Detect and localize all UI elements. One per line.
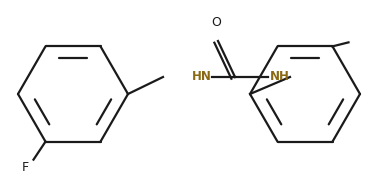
- Text: F: F: [22, 161, 29, 174]
- Text: NH: NH: [270, 70, 290, 84]
- Text: O: O: [211, 16, 221, 29]
- Text: HN: HN: [192, 70, 212, 84]
